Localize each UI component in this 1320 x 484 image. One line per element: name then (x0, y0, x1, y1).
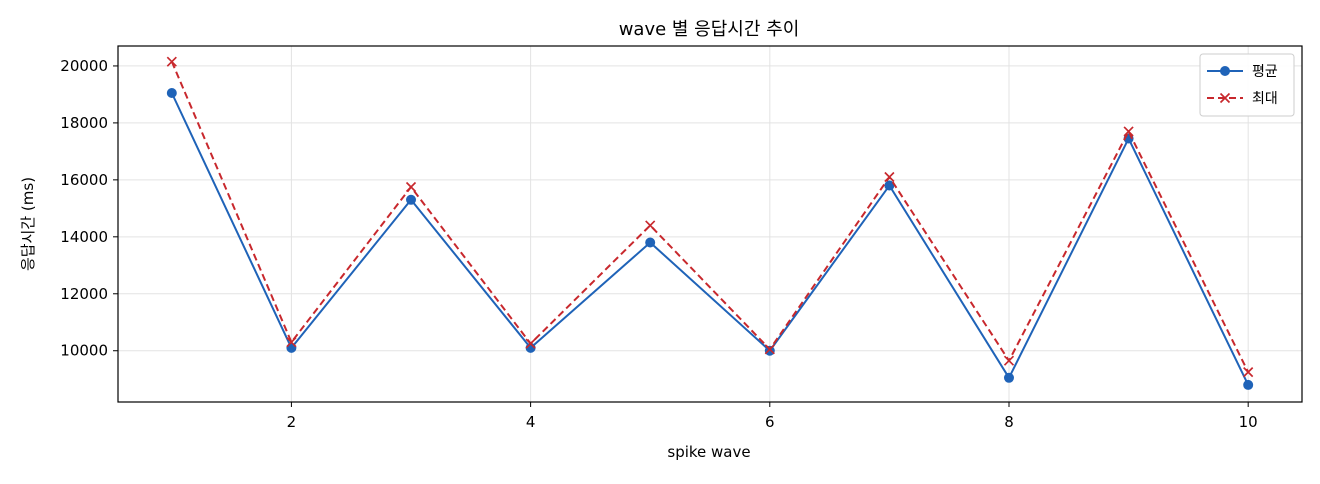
y-tick-label: 12000 (60, 285, 108, 303)
data-point (764, 345, 775, 356)
x-tick-label: 6 (765, 413, 775, 431)
legend-box (1199, 53, 1295, 117)
y-tick-label: 20000 (60, 57, 108, 75)
data-point (1243, 366, 1254, 378)
data-point (166, 87, 177, 98)
y-tick-label: 18000 (60, 114, 108, 132)
series-line (170, 61, 1250, 373)
y-tick-label: 10000 (60, 342, 108, 360)
data-point (645, 220, 656, 231)
data-point (166, 56, 177, 67)
legend-marker (1219, 92, 1231, 104)
series-1 (166, 87, 1254, 390)
x-tick-label: 10 (1239, 413, 1258, 431)
grid-layer (118, 46, 1302, 402)
y-tick-label: 14000 (60, 228, 108, 246)
y-tick-label: 16000 (60, 171, 108, 189)
legend-label: 최대 (1252, 91, 1278, 107)
x-axis-label: spike wave (667, 443, 750, 461)
series-layer (166, 56, 1254, 390)
tick-layer: 2 4 6 8 10 10000 12000 14000 16000 18000 20000 (60, 57, 1257, 431)
series-line (170, 92, 1250, 386)
data-point (1123, 126, 1134, 137)
data-point (645, 237, 656, 248)
data-point (884, 171, 895, 183)
chart-title: wave 별 응답시간 추이 (619, 19, 800, 40)
data-point (1003, 372, 1014, 383)
plot-frame (117, 45, 1303, 403)
x-tick-label: 8 (1004, 413, 1014, 431)
legend-label: 평균 (1252, 64, 1278, 80)
x-tick-label: 4 (526, 413, 536, 431)
data-point (1003, 355, 1015, 366)
data-point (884, 180, 895, 191)
data-point (286, 337, 297, 348)
y-axis-label: 응답시간 (ms) (19, 177, 37, 271)
data-point (1243, 379, 1254, 390)
legend-marker (1220, 66, 1230, 76)
data-point (764, 344, 775, 355)
data-point (405, 181, 417, 193)
series-2 (166, 56, 1254, 378)
x-tick-label: 2 (287, 413, 297, 431)
data-point (286, 342, 297, 353)
data-point (406, 194, 417, 205)
data-point (525, 338, 536, 349)
